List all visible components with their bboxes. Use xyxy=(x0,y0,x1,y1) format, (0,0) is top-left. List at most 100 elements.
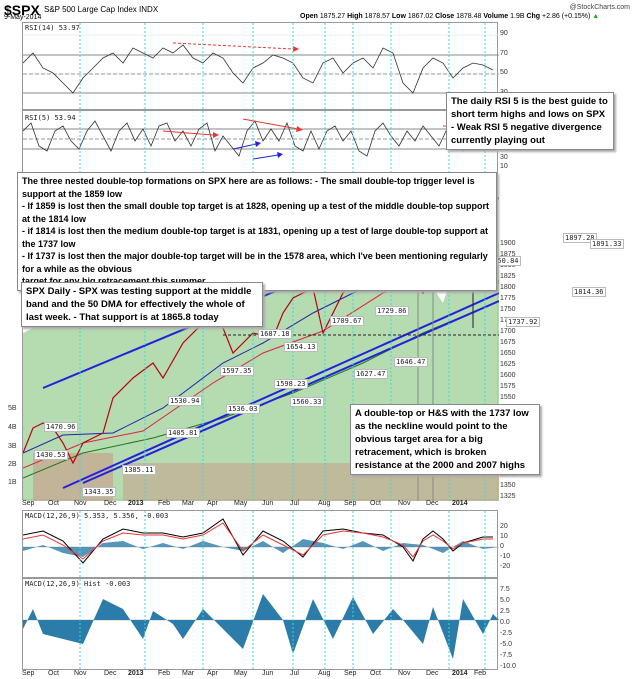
x-tick: Nov xyxy=(74,500,87,507)
x-tick: Dec xyxy=(104,670,117,677)
price-label: 1654.13 xyxy=(284,342,318,352)
tick: 1575 xyxy=(500,383,516,390)
volume-tick: 1B xyxy=(8,479,17,486)
tick: 1600 xyxy=(500,372,516,379)
price-label: 1343.35 xyxy=(82,487,116,497)
tick: 2.5 xyxy=(500,608,510,615)
x-tick: Mar xyxy=(182,670,195,677)
stockcharts-watermark: @StockCharts.com xyxy=(569,4,630,11)
tick: 20 xyxy=(500,523,508,530)
x-tick: 2014 xyxy=(452,500,468,507)
tick: 30 xyxy=(500,154,508,161)
rsi14-panel: RSI(14) 53.97 xyxy=(22,22,499,111)
tick: 50 xyxy=(500,69,508,76)
tick: -20 xyxy=(500,563,511,570)
x-tick: Oct xyxy=(48,670,59,677)
price-label: 1470.96 xyxy=(44,422,78,432)
tick: 1550 xyxy=(500,394,516,401)
tick: 10 xyxy=(500,163,508,170)
x-tick: Feb xyxy=(158,670,171,677)
tick: 1900 xyxy=(500,240,516,247)
price-label: 1737.92 xyxy=(506,317,540,327)
x-tick: Mar xyxy=(182,500,195,507)
price-label: 1597.35 xyxy=(220,366,254,376)
x-tick: Nov xyxy=(398,500,411,507)
price-x-axis: Sep Oct Nov Dec 2013 Feb Mar Apr May Jun… xyxy=(22,500,498,510)
tick: 1825 xyxy=(500,273,516,280)
volume-tick: 4B xyxy=(8,424,17,431)
price-label: 1897.28 xyxy=(563,233,597,243)
x-tick: May xyxy=(234,670,248,677)
price-label: 1536.03 xyxy=(226,404,260,414)
hs-note: A double-top or H&S with the 1737 low as… xyxy=(350,404,540,475)
tick: 1650 xyxy=(500,350,516,357)
tick: 10 xyxy=(500,533,508,540)
volume-tick: 3B xyxy=(8,443,17,450)
price-label: 1646.47 xyxy=(394,357,428,367)
tick: 1800 xyxy=(500,284,516,291)
tick: 1775 xyxy=(500,295,516,302)
x-tick: Sep xyxy=(22,670,35,677)
x-tick: Oct xyxy=(48,500,59,507)
x-tick: Jun xyxy=(262,670,274,677)
price-label: 1729.86 xyxy=(375,306,409,316)
x-tick: Dec xyxy=(426,500,439,507)
tick: 7.5 xyxy=(500,586,510,593)
x-tick: Aug xyxy=(318,500,331,507)
price-label: 1430.53 xyxy=(34,450,68,460)
price-label: 1709.67 xyxy=(330,316,364,326)
tick: 1625 xyxy=(500,361,516,368)
tick: -5.0 xyxy=(500,641,513,648)
bottom-x-axis: Sep Oct Nov Dec 2013 Feb Mar Apr May Jun… xyxy=(22,670,498,679)
x-tick: Sep xyxy=(344,500,357,507)
ohlc-stats: Open 1875.27 High 1878.57 Low 1867.02 Cl… xyxy=(300,13,600,20)
tick: 5.0 xyxy=(500,597,510,604)
symbol: $SPX xyxy=(4,2,40,18)
volume-tick: 5B xyxy=(8,405,17,412)
tick: 90 xyxy=(500,30,508,37)
spx-note: SPX Daily - SPX was testing support at t… xyxy=(21,282,263,327)
price-label: 1598.23 xyxy=(274,379,308,389)
price-label: 1814.36 xyxy=(572,287,606,297)
tick: 1675 xyxy=(500,339,516,346)
tick: 1700 xyxy=(500,328,516,335)
x-tick: Jul xyxy=(290,500,299,507)
macd-hist-label: MACD(12,26,9) Hist -0.003 xyxy=(25,580,131,588)
x-tick: Sep xyxy=(22,500,35,507)
x-tick: Apr xyxy=(207,670,218,677)
x-tick: Feb xyxy=(474,670,487,677)
x-tick: Nov xyxy=(74,670,87,677)
x-tick: 2013 xyxy=(128,670,144,677)
price-label: 1891.33 xyxy=(590,239,624,249)
tick: -7.5 xyxy=(500,652,513,659)
price-label: 1627.47 xyxy=(354,369,388,379)
x-tick: Dec xyxy=(426,670,439,677)
double-top-note: The three nested double-top formations o… xyxy=(17,172,497,291)
price-label: 1560.33 xyxy=(290,397,324,407)
tick: 0.0 xyxy=(500,619,510,626)
tick: -2.5 xyxy=(500,630,513,637)
rsi-note: The daily RSI 5 is the best guide to sho… xyxy=(446,92,614,150)
macd-label: MACD(12,26,9) 5.353, 5.356, -0.003 xyxy=(25,512,169,520)
rsi14-label: RSI(14) 53.97 xyxy=(25,24,80,32)
x-tick: Apr xyxy=(207,500,218,507)
tick: 70 xyxy=(500,50,508,57)
price-label: 1530.94 xyxy=(168,396,202,406)
price-label: 1385.11 xyxy=(122,465,156,475)
volume-tick: 2B xyxy=(8,461,17,468)
x-tick: Feb xyxy=(158,500,171,507)
price-label: 1405.81 xyxy=(166,428,200,438)
tick: -10.0 xyxy=(500,663,516,670)
rsi5-label: RSI(5) 53.94 xyxy=(25,114,76,122)
macd-hist-panel: MACD(12,26,9) Hist -0.003 xyxy=(22,578,499,671)
price-label: 1687.18 xyxy=(258,329,292,339)
rsi5-panel: RSI(5) 53.94 xyxy=(22,110,499,183)
chart-date: 9-May-2014 xyxy=(4,14,42,21)
tick: 0 xyxy=(500,543,504,550)
x-tick: May xyxy=(234,500,248,507)
index-name: S&P 500 Large Cap Index INDX xyxy=(44,5,159,14)
macd-panel: MACD(12,26,9) 5.353, 5.356, -0.003 xyxy=(22,510,499,579)
tick: 1325 xyxy=(500,493,516,500)
x-tick: Sep xyxy=(344,670,357,677)
tick: 1350 xyxy=(500,482,516,489)
